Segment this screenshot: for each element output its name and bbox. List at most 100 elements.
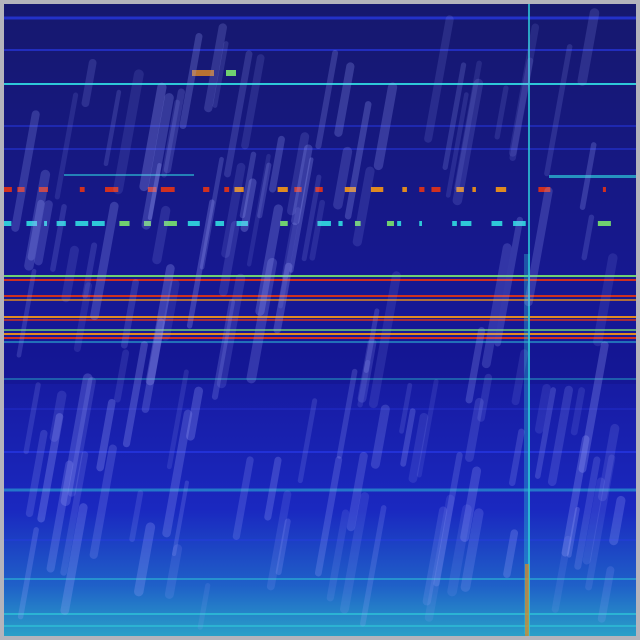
rain-streak bbox=[113, 69, 144, 195]
rain-streak bbox=[122, 341, 148, 448]
rain-streak bbox=[336, 368, 358, 459]
rain-streak bbox=[534, 387, 557, 479]
rain-streak bbox=[179, 33, 203, 129]
vertical-line-base bbox=[525, 564, 529, 636]
rain-streak bbox=[346, 451, 368, 532]
dark-band bbox=[4, 344, 636, 384]
rain-streak bbox=[103, 89, 122, 167]
band-segment bbox=[602, 187, 606, 192]
rain-streak bbox=[370, 404, 390, 469]
band-segment bbox=[315, 187, 323, 192]
rain-streak bbox=[163, 88, 185, 174]
band-segment bbox=[460, 221, 472, 226]
band-segment bbox=[44, 221, 48, 226]
horizontal-band bbox=[4, 125, 636, 127]
rain-streak bbox=[81, 58, 97, 108]
rain-streak bbox=[96, 398, 116, 472]
horizontal-band bbox=[4, 275, 636, 277]
horizontal-band bbox=[4, 49, 636, 51]
rain-streak bbox=[172, 480, 189, 556]
rain-streak bbox=[593, 253, 618, 347]
band-segment bbox=[456, 187, 464, 192]
band-segment bbox=[64, 174, 194, 176]
rain-streak bbox=[289, 157, 314, 273]
horizontal-band bbox=[4, 329, 636, 331]
rain-streak bbox=[82, 242, 98, 299]
rain-streak bbox=[544, 44, 573, 177]
band-segment bbox=[26, 221, 38, 226]
rain-streak bbox=[408, 412, 429, 483]
rain-streak bbox=[460, 466, 482, 542]
horizontal-band bbox=[4, 539, 636, 541]
rain-streak bbox=[309, 199, 326, 261]
rain-streak bbox=[360, 505, 387, 627]
rain-streak bbox=[145, 264, 175, 386]
rain-streak bbox=[578, 341, 609, 473]
rain-streak bbox=[90, 201, 119, 321]
rain-streaks bbox=[11, 8, 626, 630]
rain-streak bbox=[266, 490, 292, 591]
band-segment bbox=[160, 187, 175, 192]
rain-streak bbox=[113, 349, 130, 403]
rain-streak bbox=[27, 199, 45, 261]
rain-streak bbox=[524, 187, 553, 307]
horizontal-band bbox=[4, 148, 636, 150]
rain-streak bbox=[566, 506, 580, 558]
rain-streak bbox=[287, 132, 310, 216]
rain-streak bbox=[494, 216, 524, 347]
rain-streak bbox=[460, 508, 484, 592]
rain-streak bbox=[340, 492, 370, 614]
rain-streak bbox=[424, 494, 455, 622]
rain-streak bbox=[574, 456, 601, 570]
rain-streak bbox=[447, 504, 472, 597]
rain-streak bbox=[442, 62, 467, 171]
band-segment bbox=[419, 187, 425, 192]
band-segment bbox=[119, 221, 130, 226]
rain-streak bbox=[49, 390, 67, 442]
rain-streak bbox=[334, 62, 355, 137]
band-segment bbox=[495, 187, 507, 192]
band-segment bbox=[226, 70, 236, 76]
horizontal-band bbox=[4, 333, 636, 335]
band-segment bbox=[419, 221, 422, 226]
band-segment bbox=[203, 187, 210, 192]
rain-streak bbox=[212, 41, 229, 108]
band-segment bbox=[431, 187, 441, 192]
rain-streak bbox=[452, 78, 484, 206]
rain-streak bbox=[561, 435, 590, 557]
rain-streak bbox=[297, 398, 318, 484]
rain-streak bbox=[433, 452, 463, 587]
rain-streak bbox=[494, 85, 509, 140]
rain-streak bbox=[301, 174, 322, 262]
rain-streak bbox=[232, 456, 254, 540]
rain-streak bbox=[162, 409, 193, 538]
rain-streak bbox=[570, 387, 586, 436]
rain-streak bbox=[246, 257, 278, 384]
band-segment bbox=[187, 221, 200, 226]
rain-streak bbox=[54, 92, 79, 200]
band-segment bbox=[215, 221, 225, 226]
rain-streak bbox=[422, 506, 448, 606]
band-segment bbox=[338, 221, 343, 226]
rain-streak bbox=[37, 413, 64, 523]
horizontal-band bbox=[4, 295, 636, 297]
band-segment bbox=[538, 187, 551, 192]
band-segment bbox=[277, 187, 288, 192]
band-segment bbox=[386, 221, 394, 226]
rain-streak bbox=[582, 477, 605, 565]
horizontal-bands bbox=[4, 16, 636, 627]
horizontal-band bbox=[4, 316, 636, 318]
horizontal-band bbox=[4, 341, 636, 343]
rain-streak bbox=[534, 383, 551, 434]
rain-streak bbox=[34, 200, 53, 266]
band-segment bbox=[192, 70, 214, 76]
rain-streak bbox=[152, 205, 171, 265]
rain-streak bbox=[269, 135, 285, 193]
rain-streak bbox=[25, 429, 48, 518]
rain-streak bbox=[11, 110, 40, 232]
rain-streak bbox=[291, 144, 313, 226]
band-segment bbox=[491, 221, 503, 226]
band-segment bbox=[224, 187, 230, 192]
horizontal-band bbox=[4, 279, 636, 281]
band-segment bbox=[294, 187, 302, 192]
